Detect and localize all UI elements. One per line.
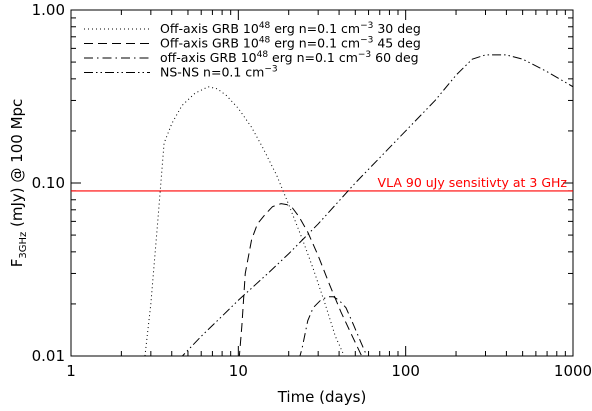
series-group [144, 54, 573, 356]
y-tick-label: 0.10 [32, 174, 65, 192]
y-tick-label: 1.00 [32, 1, 65, 19]
series-line-4 [181, 54, 573, 356]
y-axis-label: F3GHz (mJy) @ 100 Mpc [8, 99, 29, 268]
reference-line-group: VLA 90 uJy sensitivty at 3 GHz [71, 175, 573, 192]
x-tick-label: 1000 [554, 362, 592, 380]
y-axis-label-rest: (mJy) @ 100 Mpc [8, 99, 26, 232]
series-line-3 [299, 296, 368, 356]
series-line-1 [144, 86, 345, 356]
legend: Off-axis GRB 1048 erg n=0.1 cm−3 30 degO… [84, 21, 421, 80]
x-tick-label: 1 [66, 362, 76, 380]
vla-sensitivity-label: VLA 90 uJy sensitivty at 3 GHz [378, 175, 568, 190]
x-axis-label: Time (days) [277, 388, 367, 406]
ticks: 1 10 100 1000 0.01 0.10 1.00 [32, 1, 592, 380]
legend-label-1: Off-axis GRB 1048 erg n=0.1 cm−3 30 deg [160, 21, 421, 36]
y-tick-label: 0.01 [32, 347, 65, 365]
x-tick-label: 10 [229, 362, 248, 380]
series-line-2 [238, 203, 363, 356]
legend-label-2: Off-axis GRB 1048 erg n=0.1 cm−3 45 deg [160, 36, 421, 51]
x-tick-label: 100 [391, 362, 420, 380]
y-axis-label-main: F [8, 259, 26, 268]
legend-label-3: off-axis GRB 1048 erg n=0.1 cm−3 60 deg [160, 50, 419, 65]
legend-label-4: NS-NS n=0.1 cm−3 [160, 65, 278, 80]
y-axis-label-subscript: 3GHz [18, 232, 29, 259]
